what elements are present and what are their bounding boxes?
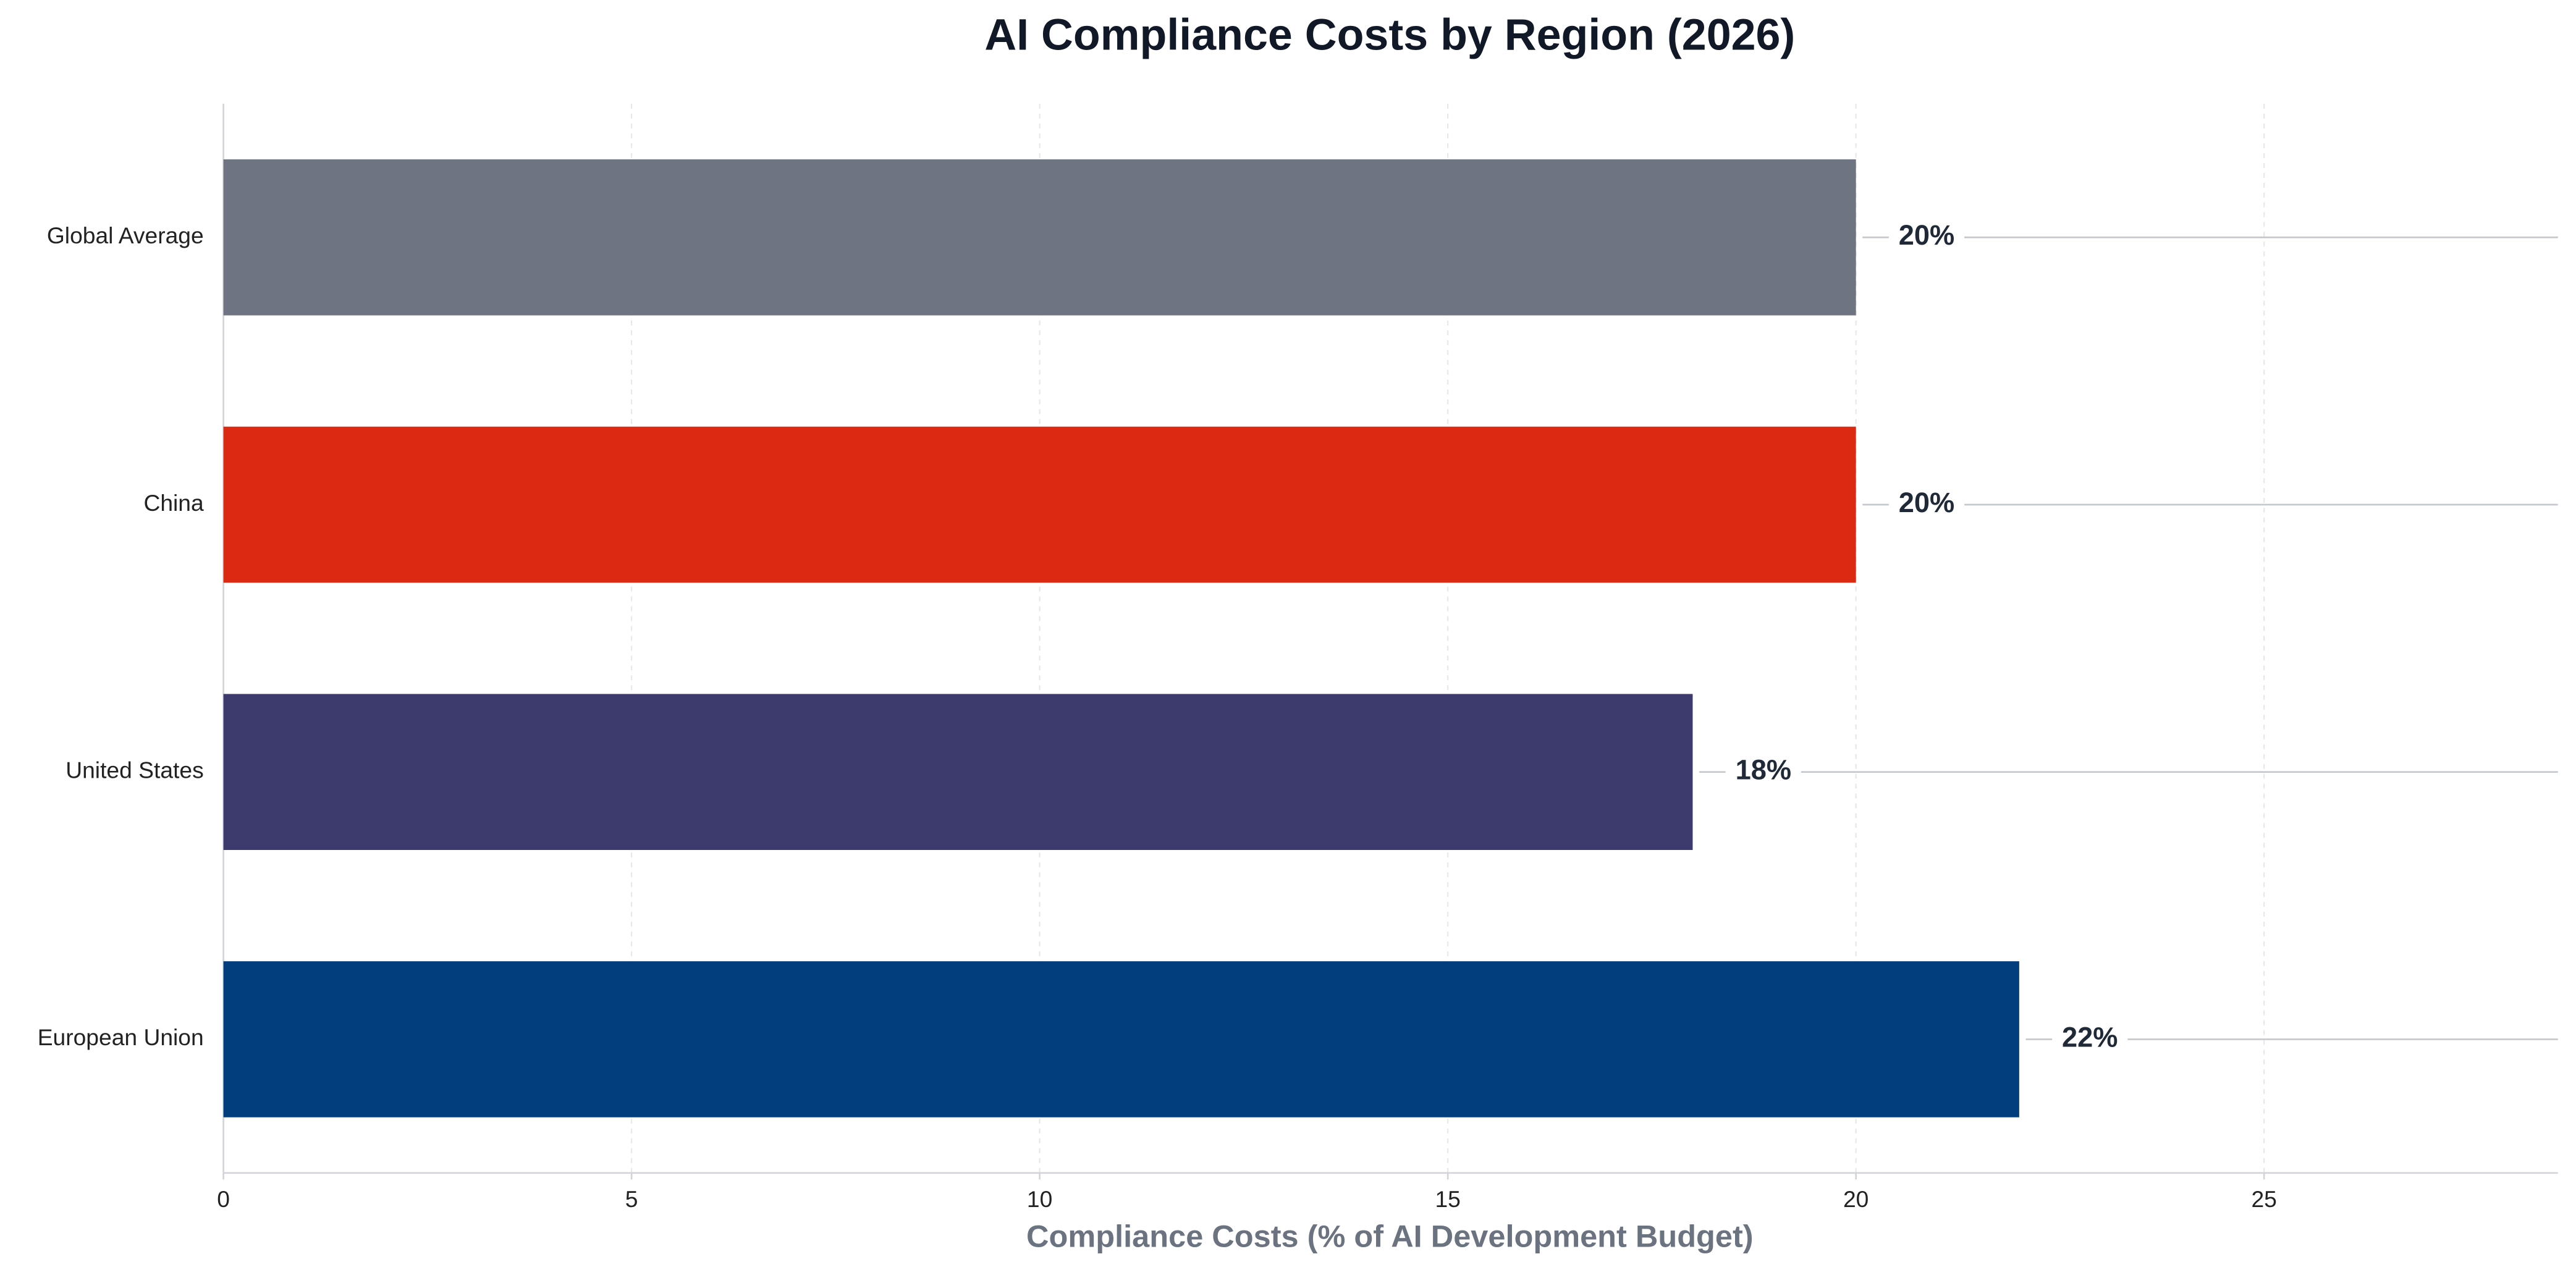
chart-title: AI Compliance Costs by Region (2026) [984,11,1795,60]
bar [223,426,1856,583]
value-label-bg [1888,486,1965,523]
x-tick-label: 20 [1843,1186,1869,1212]
y-tick-label: Global Average [47,222,204,248]
y-tick-label: China [143,490,204,516]
x-tick-label: 5 [625,1186,638,1212]
value-label: 20% [1899,219,1954,251]
x-tick-label: 10 [1027,1186,1052,1212]
y-tick-label: European Union [38,1024,204,1050]
x-tick-label: 25 [2251,1186,2276,1212]
y-tick-label: United States [65,757,203,783]
bar [223,694,1693,850]
value-label: 20% [1899,487,1954,518]
x-tick-label: 15 [1435,1186,1460,1212]
value-label-bg [1725,754,1801,790]
bar [223,961,2019,1117]
value-label-bg [2052,1021,2128,1058]
value-label: 18% [1736,754,1791,786]
value-label-bg [1888,219,1965,256]
value-label: 22% [2062,1021,2118,1053]
x-tick-label: 0 [217,1186,230,1212]
bar [223,159,1856,316]
x-axis-title: Compliance Costs (% of AI Development Bu… [1026,1218,1754,1253]
